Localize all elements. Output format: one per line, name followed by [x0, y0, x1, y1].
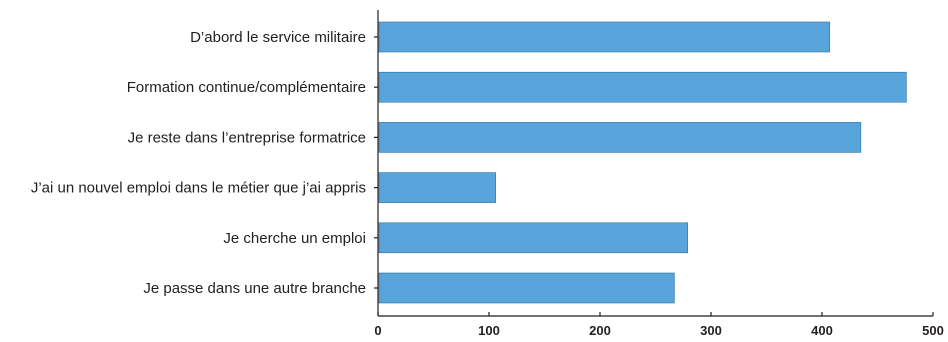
category-label: Formation continue/complémentaire	[127, 79, 366, 96]
bar	[378, 222, 688, 254]
x-tick-label: 100	[478, 323, 500, 338]
category-label: Je reste dans l’entreprise formatrice	[128, 129, 366, 146]
x-tick-label: 400	[811, 323, 833, 338]
axis-layer	[374, 10, 934, 317]
bar	[378, 71, 907, 103]
bars-layer	[378, 21, 907, 304]
bar	[378, 21, 831, 53]
bar	[378, 172, 496, 203]
x-tick-label: 500	[922, 323, 944, 338]
category-label: Je cherche un emploi	[223, 230, 366, 247]
x-tick-label: 200	[589, 323, 611, 338]
labels-layer: 0 100 200 300 400 500 D’abord le service milit…	[31, 29, 944, 338]
x-tick-label: 300	[700, 323, 722, 338]
x-tick-label: 0	[374, 323, 381, 338]
category-label: D’abord le service militaire	[190, 29, 366, 46]
bar	[378, 122, 862, 153]
bar	[378, 272, 675, 304]
category-label: Je passe dans une autre branche	[143, 280, 366, 297]
category-label: J’ai un nouvel emploi dans le métier que…	[31, 180, 366, 197]
